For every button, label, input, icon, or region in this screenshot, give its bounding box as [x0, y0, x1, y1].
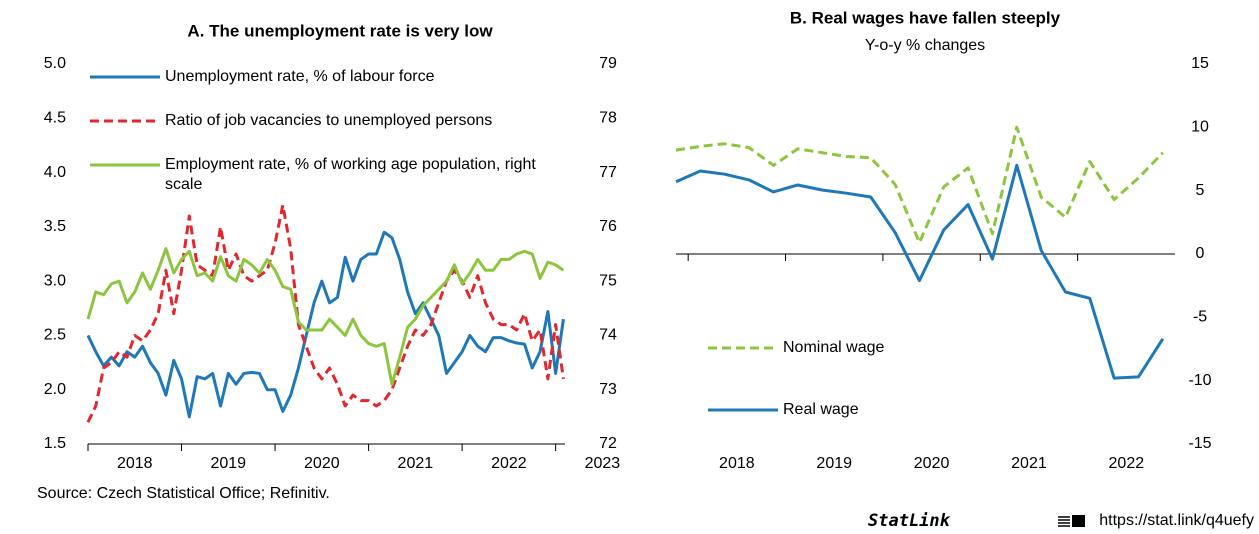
series-line: [86, 247, 565, 386]
chart-title: B. Real wages have fallen steeply: [790, 8, 1061, 27]
y-tick-label: 3.5: [44, 218, 66, 235]
x-tick-label: 2019: [816, 455, 852, 472]
chart-subtitle: Y-o-y % changes: [865, 37, 985, 54]
statlink-icon: [1058, 515, 1085, 527]
panel: -15 -10 -5 0 5 10 15 2018 2019 2020 2021 2022 Nomina…: [675, 55, 1212, 472]
y2-tick-label: -5: [1193, 309, 1207, 326]
y2-tick-label: 72: [599, 435, 617, 452]
x-tick-label: 2021: [1011, 455, 1047, 472]
legend-label: Nominal wage: [783, 339, 884, 356]
legend-label: Employment rate, % of working age popula…: [165, 156, 536, 193]
y2-tick-label: -10: [1188, 372, 1211, 389]
y-tick-label: 2.0: [44, 381, 66, 398]
legend-label: Unemployment rate, % of labour force: [165, 68, 435, 85]
y2-tick-label: 76: [599, 218, 617, 235]
x-tick-label: 2020: [304, 455, 340, 472]
y2-tick-label: 78: [599, 110, 617, 127]
source-note: Source: Czech Statistical Office; Refini…: [37, 485, 330, 502]
y2-tick-label: 74: [599, 327, 617, 344]
x-tick-label: 2018: [719, 455, 755, 472]
y-tick-label: 3.0: [44, 272, 66, 289]
y2-tick-label: 73: [599, 381, 617, 398]
y2-tick-label: 75: [599, 272, 617, 289]
y-tick-label: 4.0: [44, 164, 66, 181]
series-line: [675, 125, 1164, 245]
series-line: [86, 230, 565, 419]
x-tick-label: 2021: [398, 455, 434, 472]
y-tick-label: 5.0: [44, 55, 66, 72]
legend-label: Real wage: [783, 401, 859, 418]
panel: 5.0 4.5 4.0 3.5 3.0 2.5 2.0 1.5 72 73 74 75 76 77 78 79…: [44, 55, 621, 472]
x-tick-label: 2019: [210, 455, 246, 472]
series-line: [675, 163, 1165, 380]
y-tick-label: 2.5: [44, 327, 66, 344]
y-tick-label: 1.5: [44, 435, 66, 452]
series-line: [86, 203, 565, 423]
statlink-url[interactable]: https://stat.link/q4uefy: [1099, 512, 1254, 529]
x-tick-label: 2020: [914, 455, 950, 472]
x-tick-label: 2018: [117, 455, 153, 472]
statlink-label: StatLink: [868, 511, 951, 531]
y2-tick-label: 5: [1196, 182, 1205, 199]
y2-tick-label: 15: [1191, 55, 1209, 72]
chart-title: A. The unemployment rate is very low: [187, 21, 493, 40]
y2-tick-label: 77: [599, 164, 617, 181]
x-tick-label: 2022: [1109, 455, 1145, 472]
x-tick-label: 2022: [491, 455, 527, 472]
y2-tick-label: 10: [1191, 119, 1209, 136]
y-tick-label: 4.5: [44, 110, 66, 127]
y2-tick-label: 0: [1196, 245, 1205, 262]
y2-tick-label: -15: [1188, 435, 1211, 452]
y2-tick-label: 79: [599, 55, 617, 72]
legend-label: Ratio of job vacancies to unemployed per…: [165, 112, 492, 129]
x-tick-label: 2023: [585, 455, 621, 472]
